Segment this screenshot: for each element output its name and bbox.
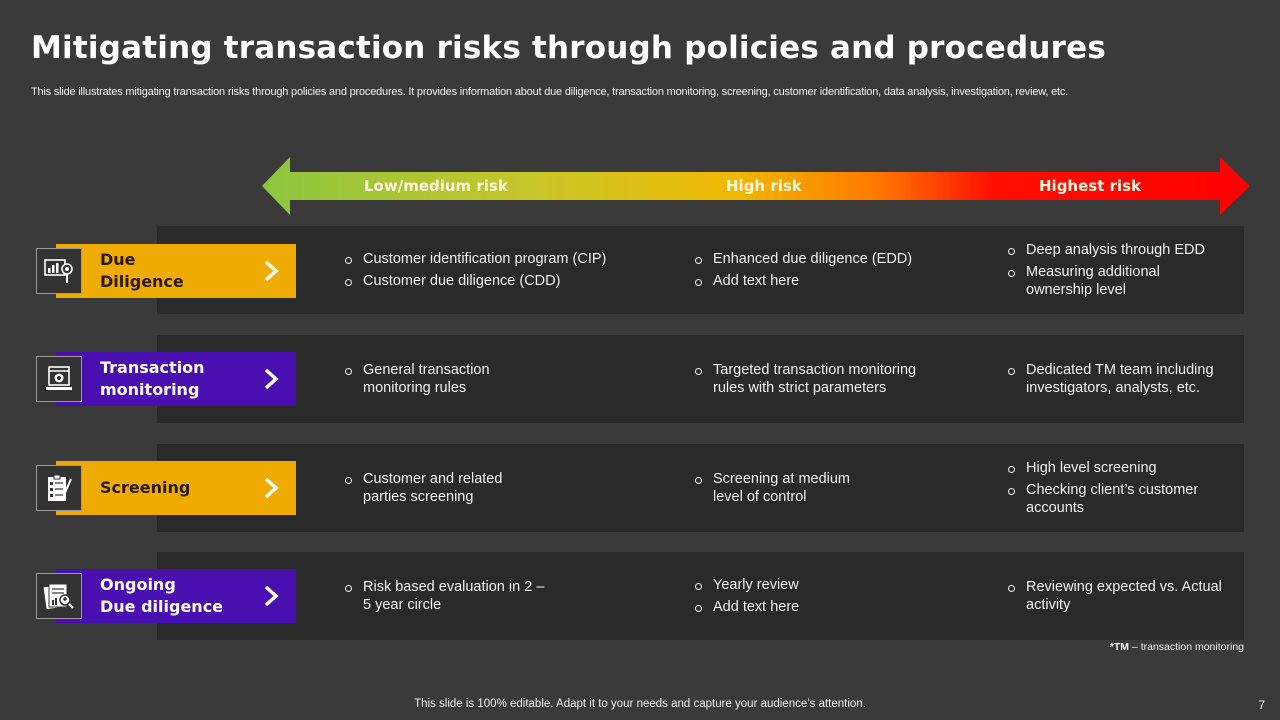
clipboard-checklist-icon [36,465,82,511]
cell-highest-risk: Deep analysis through EDD Measuring addi… [1008,226,1238,314]
bullet-item: Customer due diligence (CDD) [345,272,665,290]
risk-level-low: Low/medium risk [364,177,508,195]
category-transaction-monitoring[interactable]: Transaction monitoring [56,352,296,406]
bullet-circle-icon [695,477,702,484]
row-background [157,226,1244,314]
bullet-item: Add text here [695,598,995,616]
chevron-right-icon [264,477,279,499]
bullet-circle-icon [1008,270,1015,277]
row-ongoing-due-diligence: Ongoing Due diligence Risk based evaluat… [36,552,1244,640]
cell-low-risk: Risk based evaluation in 2 – 5 year circ… [345,552,665,640]
footnote: *TM – transaction monitoring [1109,641,1244,653]
chevron-right-icon [264,368,279,390]
bullet-item: General transaction monitoring rules [345,361,665,397]
bullet-item: Deep analysis through EDD [1008,241,1238,259]
row-transaction-monitoring: Transaction monitoring General transacti… [36,335,1244,423]
page-number: 7 [1258,698,1265,712]
slide-subtitle: This slide illustrates mitigating transa… [31,86,1069,98]
bullet-item: Dedicated TM team including investigator… [1008,361,1238,397]
cell-high-risk: Enhanced due diligence (EDD) Add text he… [695,226,995,314]
bullet-circle-icon [1008,585,1015,592]
bullet-circle-icon [695,368,702,375]
bullet-item: Risk based evaluation in 2 – 5 year circ… [345,578,665,614]
risk-scale-arrow: Low/medium risk High risk Highest risk [262,157,1250,215]
category-ongoing-due-diligence[interactable]: Ongoing Due diligence [56,569,296,623]
bullet-circle-icon [345,368,352,375]
category-due-diligence[interactable]: Due Diligence [56,244,296,298]
cell-highest-risk: Reviewing expected vs. Actual activity [1008,552,1238,640]
category-label: Transaction monitoring [100,358,205,399]
risk-level-high: High risk [726,177,802,195]
chevron-right-icon [264,260,279,282]
row-background [157,335,1244,423]
bullet-circle-icon [345,477,352,484]
bullet-circle-icon [1008,248,1015,255]
bullet-item: Screening at medium level of control [695,470,995,506]
double-arrow-icon [262,157,1250,215]
bullet-item: Checking client’s customer accounts [1008,481,1238,517]
bullet-circle-icon [695,279,702,286]
risk-level-highest: Highest risk [1039,177,1142,195]
chevron-right-icon [264,585,279,607]
footer-text: This slide is 100% editable. Adapt it to… [414,698,866,710]
cell-high-risk: Screening at medium level of control [695,444,995,532]
bullet-item: Enhanced due diligence (EDD) [695,250,995,268]
row-background [157,444,1244,532]
cell-highest-risk: High level screening Checking client’s c… [1008,444,1238,532]
cell-highest-risk: Dedicated TM team including investigator… [1008,335,1238,423]
cell-low-risk: Customer and related parties screening [345,444,665,532]
bullet-item: High level screening [1008,459,1238,477]
bullet-item: Yearly review [695,576,995,594]
bullet-item: Customer and related parties screening [345,470,665,506]
bullet-circle-icon [345,279,352,286]
row-background [157,552,1244,640]
cell-high-risk: Targeted transaction monitoring rules wi… [695,335,995,423]
bullet-circle-icon [345,585,352,592]
bullet-circle-icon [695,605,702,612]
cell-low-risk: General transaction monitoring rules [345,335,665,423]
chart-magnifier-icon [36,248,82,294]
bullet-circle-icon [695,583,702,590]
bullet-circle-icon [1008,488,1015,495]
row-due-diligence: Due Diligence Customer identification pr… [36,226,1244,314]
bullet-circle-icon [1008,368,1015,375]
category-label: Screening [100,478,191,497]
bullet-circle-icon [345,257,352,264]
bullet-circle-icon [695,257,702,264]
bullet-item: Add text here [695,272,995,290]
row-screening: Screening Customer and related parties s… [36,444,1244,532]
bullet-item: Measuring additional ownership level [1008,263,1238,299]
cell-high-risk: Yearly review Add text here [695,552,995,640]
bullet-item: Customer identification program (CIP) [345,250,665,268]
category-screening[interactable]: Screening [56,461,296,515]
report-search-user-icon [36,573,82,619]
bullet-item: Reviewing expected vs. Actual activity [1008,578,1238,614]
bullet-item: Targeted transaction monitoring rules wi… [695,361,995,397]
bullet-circle-icon [1008,466,1015,473]
laptop-monitoring-icon [36,356,82,402]
cell-low-risk: Customer identification program (CIP) Cu… [345,226,665,314]
category-label: Ongoing Due diligence [100,575,224,616]
slide-title: Mitigating transaction risks through pol… [31,30,1106,66]
category-label: Due Diligence [100,250,184,291]
